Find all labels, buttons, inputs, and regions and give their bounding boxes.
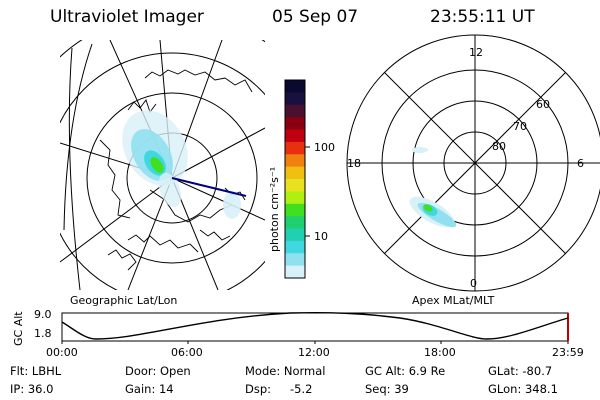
colorbar-tick-label: 10 xyxy=(314,230,328,243)
aurora-geo xyxy=(122,110,241,219)
gain-info: Gain: 14 xyxy=(125,382,174,396)
glat-info: GLat: -80.7 xyxy=(488,364,553,378)
door-info: Door: Open xyxy=(125,364,191,378)
altitude-ytick: 9.0 xyxy=(34,308,52,321)
altitude-ylabel: GC Alt xyxy=(12,311,25,346)
meridian xyxy=(171,127,265,179)
colorbar-swatch xyxy=(285,129,305,143)
colorbar-swatch xyxy=(285,154,305,168)
altitude-xtick: 06:00 xyxy=(171,346,203,359)
colorbar-swatch xyxy=(285,92,305,106)
gc-alt-info: GC Alt: 6.9 Re xyxy=(365,364,446,378)
colorbar-swatch xyxy=(285,191,305,205)
mlat-label-70: 70 xyxy=(513,120,527,133)
colorbar-swatch xyxy=(285,265,305,279)
colorbar-swatch xyxy=(285,203,305,217)
altitude-xtick: 18:00 xyxy=(424,346,456,359)
mlt-line xyxy=(384,72,566,254)
mlt-label-12: 12 xyxy=(469,46,483,59)
date-label: 05 Sep 07 xyxy=(272,7,359,27)
mlt-label-6: 6 xyxy=(577,157,584,170)
altitude-xtick: 23:59 xyxy=(552,346,584,359)
colorbar-swatch xyxy=(285,253,305,267)
colorbar-swatch xyxy=(285,240,305,254)
instrument-title: Ultraviolet Imager xyxy=(50,7,204,27)
altitude-xtick: 00:00 xyxy=(46,346,78,359)
mode-info: Mode: Normal xyxy=(245,364,326,378)
colorbar-swatch xyxy=(285,104,305,118)
satellite-track xyxy=(171,177,247,197)
filter-info: Flt: LBHL xyxy=(10,364,62,378)
colorbar-unit-label: photon cm⁻²s⁻¹ xyxy=(268,166,281,252)
geo-caption: Geographic Lat/Lon xyxy=(70,294,178,307)
colorbar-swatch xyxy=(285,141,305,155)
altitude-xtick: 12:00 xyxy=(298,346,330,359)
altitude-frame xyxy=(61,312,569,342)
colorbar-tick-label: 100 xyxy=(314,141,335,154)
colorbar-swatch xyxy=(285,216,305,230)
altitude-curve xyxy=(61,311,569,340)
mlat-label-80: 80 xyxy=(492,140,506,153)
mlt-label-0: 0 xyxy=(470,277,477,290)
time-label: 23:55:11 UT xyxy=(430,7,535,27)
colorbar-swatch xyxy=(285,228,305,242)
colorbar-swatch xyxy=(285,80,305,93)
ip-info: IP: 36.0 xyxy=(10,382,54,396)
apex-polar-plot xyxy=(346,34,600,292)
seq-info: Seq: 39 xyxy=(365,382,409,396)
glon-info: GLon: 348.1 xyxy=(488,382,558,396)
aurora-apex xyxy=(409,147,457,228)
apex-caption: Apex MLat/MLT xyxy=(412,294,495,307)
lat-circle xyxy=(86,92,258,264)
mlt-label-18: 18 xyxy=(347,157,361,170)
lat-circle xyxy=(60,52,265,290)
dsp-value: -5.2 xyxy=(290,382,313,396)
mlat-label-60: 60 xyxy=(536,98,550,111)
meridian xyxy=(171,177,265,221)
altitude-ytick: 1.8 xyxy=(34,327,52,340)
colorbar-swatch xyxy=(285,166,305,180)
colorbar-frame xyxy=(284,79,306,279)
colorbar-swatch xyxy=(285,117,305,131)
colorbar-swatch xyxy=(285,179,305,192)
colorbar xyxy=(285,80,305,279)
outer-arc xyxy=(63,43,93,231)
outer-arc xyxy=(68,47,81,290)
dsp-label: Dsp: xyxy=(245,382,272,396)
